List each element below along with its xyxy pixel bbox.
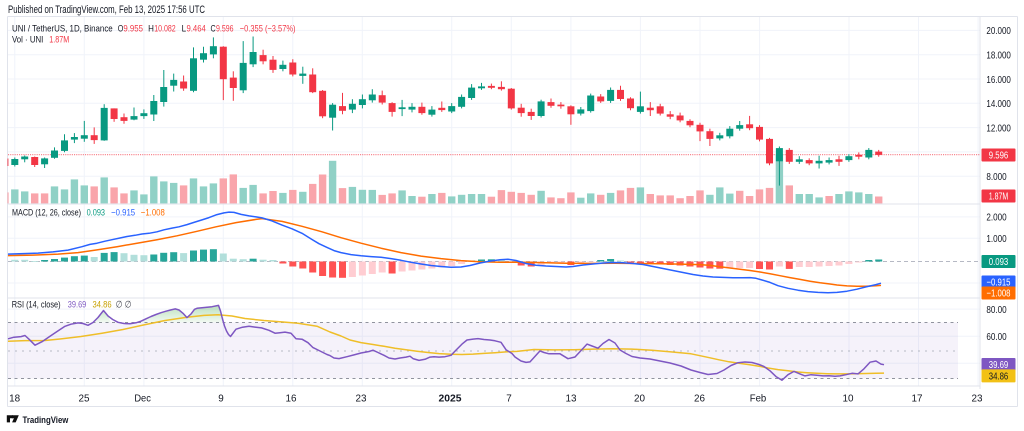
svg-text:MACD (12, 26, close): MACD (12, 26, close)	[12, 207, 81, 218]
svg-text:17: 17	[912, 393, 923, 405]
svg-text:−1.008: −1.008	[141, 207, 165, 218]
svg-text:9: 9	[218, 393, 224, 405]
svg-text:1.000: 1.000	[986, 233, 1006, 245]
svg-text:16.000: 16.000	[986, 74, 1011, 86]
svg-text:34.86: 34.86	[989, 372, 1009, 383]
svg-text:18.000: 18.000	[986, 50, 1011, 62]
svg-text:Feb: Feb	[750, 393, 767, 405]
svg-text:60.00: 60.00	[986, 331, 1006, 343]
svg-text:14.000: 14.000	[986, 98, 1011, 110]
svg-text:−0.355 (−3.57%): −0.355 (−3.57%)	[240, 23, 296, 34]
svg-text:39.69: 39.69	[68, 300, 87, 311]
svg-text:23: 23	[972, 393, 983, 405]
svg-text:2.000: 2.000	[986, 212, 1006, 224]
svg-text:7: 7	[506, 393, 512, 405]
svg-text:13: 13	[566, 393, 577, 405]
svg-text:10.082: 10.082	[154, 23, 176, 34]
svg-text:39.69: 39.69	[989, 360, 1009, 371]
svg-text:34.86: 34.86	[93, 300, 112, 311]
svg-text:−1.008: −1.008	[987, 289, 1011, 300]
svg-text:25: 25	[79, 393, 90, 405]
svg-text:−0.915: −0.915	[987, 278, 1011, 289]
svg-text:0.093: 0.093	[989, 257, 1009, 268]
svg-text:C: C	[211, 23, 216, 34]
svg-text:9.596: 9.596	[216, 23, 234, 34]
svg-text:TradingView: TradingView	[23, 415, 69, 426]
svg-text:10: 10	[843, 393, 854, 405]
svg-text:26: 26	[694, 393, 705, 405]
svg-text:12.000: 12.000	[986, 122, 1011, 134]
svg-text:9.955: 9.955	[123, 23, 143, 34]
svg-text:18: 18	[9, 393, 20, 405]
svg-text:UNI / TetherUS, 1D, Binance: UNI / TetherUS, 1D, Binance	[12, 23, 113, 34]
svg-text:Dec: Dec	[134, 393, 151, 405]
svg-text:2025: 2025	[439, 393, 462, 405]
svg-text:∅ ∅: ∅ ∅	[116, 300, 132, 311]
svg-text:1.87M: 1.87M	[49, 35, 69, 46]
svg-text:L: L	[182, 23, 187, 34]
svg-text:80.00: 80.00	[986, 304, 1006, 316]
svg-text:−0.915: −0.915	[111, 207, 135, 218]
svg-text:8.000: 8.000	[986, 171, 1006, 183]
svg-text:0.093: 0.093	[87, 207, 105, 218]
svg-text:1.87M: 1.87M	[989, 192, 1009, 203]
svg-text:23: 23	[356, 393, 367, 405]
svg-text:H: H	[148, 23, 154, 34]
svg-text:20.000: 20.000	[986, 25, 1011, 37]
svg-text:Vol · UNI: Vol · UNI	[12, 35, 43, 46]
svg-text:O: O	[118, 23, 124, 34]
svg-text:9.464: 9.464	[187, 23, 206, 34]
svg-text:9.596: 9.596	[989, 151, 1009, 162]
svg-text:RSI (14, close): RSI (14, close)	[12, 300, 61, 311]
svg-text:Published on TradingView.com,: Published on TradingView.com, Feb 13, 20…	[8, 4, 205, 16]
svg-text:16: 16	[286, 393, 297, 405]
svg-text:20: 20	[634, 393, 645, 405]
